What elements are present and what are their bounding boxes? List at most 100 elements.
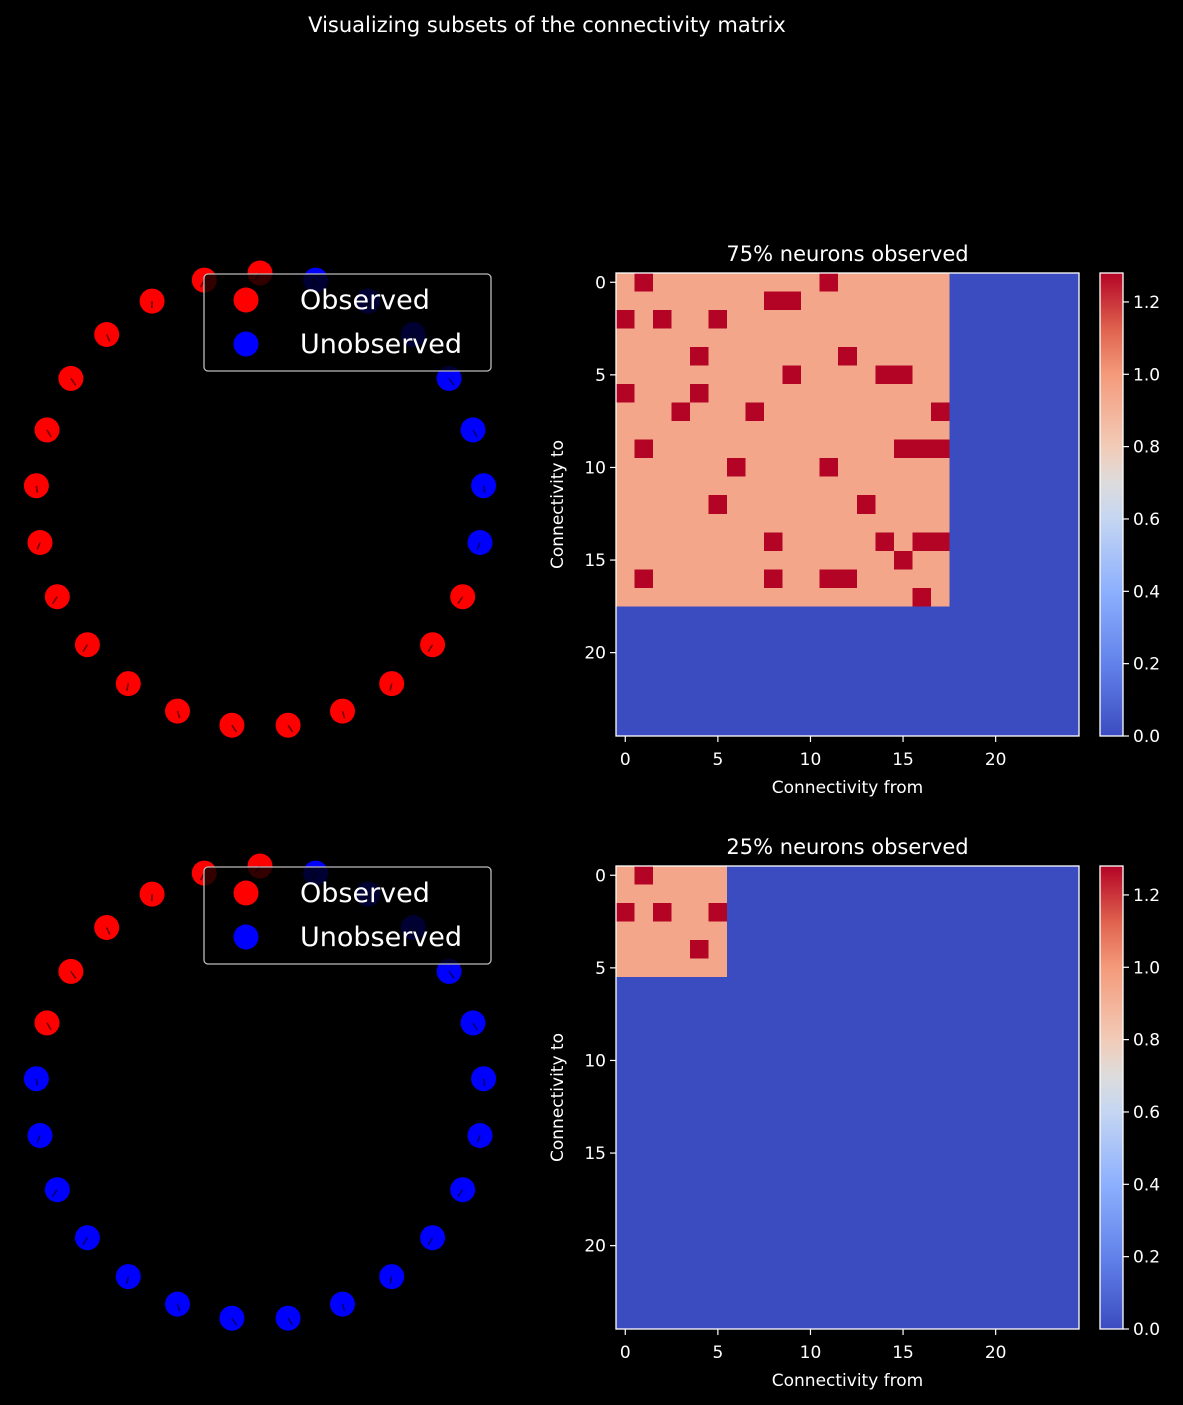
heatmap-cell (690, 310, 709, 329)
heatmap-cell (708, 495, 728, 515)
heatmap-cell (1004, 476, 1024, 496)
heatmap-cell (690, 1273, 709, 1293)
heatmap-cell (764, 402, 784, 422)
heatmap-cell (1041, 291, 1061, 311)
heatmap-cell (727, 476, 747, 496)
heatmap-cell (653, 402, 672, 422)
heatmap-cell (856, 606, 876, 626)
heatmap-cell (690, 532, 709, 552)
heatmap-cell (819, 921, 839, 941)
heatmap-cell (1060, 402, 1080, 422)
heatmap-cell (764, 291, 784, 311)
heatmap-cell (912, 1088, 932, 1108)
heatmap-cell (875, 884, 895, 904)
heatmap-cell (745, 1143, 765, 1163)
neuron-ring-plot: Observed Unobserved (23, 853, 497, 1331)
heatmap-cell (634, 1199, 654, 1219)
heatmap-cell (708, 958, 728, 978)
heatmap-cell (875, 532, 895, 552)
heatmap-cell (819, 458, 839, 478)
heatmap-cell (930, 866, 950, 885)
heatmap-cell (1004, 439, 1024, 459)
heatmap-cell (616, 1199, 635, 1219)
heatmap-cell (616, 606, 635, 626)
heatmap-cell (856, 384, 876, 404)
heatmap-cell (949, 717, 969, 737)
heatmap-cell (727, 273, 747, 292)
heatmap-cell (838, 884, 858, 904)
heatmap-cell (1023, 661, 1043, 681)
heatmap-cell (967, 402, 987, 422)
heatmap-cell (1004, 1291, 1024, 1311)
connection-edge (70, 377, 77, 386)
heatmap-cell (782, 1310, 802, 1330)
heatmap-cell (838, 606, 858, 626)
heatmap-cell (967, 661, 987, 681)
heatmap-cell (745, 1032, 765, 1052)
heatmap-cell (727, 569, 747, 589)
heatmap-cell (764, 958, 784, 978)
x-axis-label: Connectivity from (772, 1371, 924, 1391)
heatmap-cell (690, 365, 709, 385)
heatmap-cell (986, 421, 1006, 441)
heatmap-cell (671, 1162, 691, 1182)
heatmap-cell (801, 587, 821, 607)
heatmap-cell (634, 1291, 654, 1311)
heatmap-cell (690, 1254, 709, 1274)
heatmap-cell (801, 439, 821, 459)
heatmap-cell (634, 1162, 654, 1182)
heatmap-cell (634, 921, 654, 941)
heatmap-cell (745, 884, 765, 904)
heatmap-cell (634, 328, 654, 348)
heatmap-cell (949, 1236, 969, 1256)
heatmap-cell (634, 1088, 654, 1108)
heatmap-cell (782, 421, 802, 441)
heatmap-cell (930, 384, 950, 404)
heatmap-cell (838, 1291, 858, 1311)
heatmap-cell (838, 698, 858, 718)
heatmap-cell (930, 1273, 950, 1293)
heatmap-cell (1004, 698, 1024, 718)
heatmap-cell (745, 550, 765, 570)
heatmap-cell (930, 273, 950, 292)
heatmap-cell (708, 977, 728, 997)
heatmap-cell (986, 495, 1006, 515)
heatmap-cell (690, 977, 709, 997)
heatmap-cell (838, 958, 858, 978)
heatmap-cell (616, 1291, 635, 1311)
heatmap-cell (819, 1051, 839, 1071)
heatmap-cell (690, 903, 709, 922)
heatmap-cell (764, 866, 784, 885)
heatmap-cell (1060, 866, 1080, 885)
heatmap-cell (949, 1051, 969, 1071)
heatmap-cell (764, 1069, 784, 1089)
heatmap-cell (690, 550, 709, 570)
heatmap-cell (856, 495, 876, 515)
heatmap-cell (856, 365, 876, 385)
heatmap-cell (967, 1273, 987, 1293)
heatmap-cell (893, 273, 913, 292)
heatmap-cell (819, 1254, 839, 1274)
heatmap-cell (1023, 384, 1043, 404)
heatmap-cell (893, 661, 913, 681)
heatmap-cell (708, 550, 728, 570)
heatmap-cell (616, 1254, 635, 1274)
heatmap-cell (1041, 1088, 1061, 1108)
heatmap-cell (764, 717, 784, 737)
heatmap-cell (653, 1254, 672, 1274)
heatmap-cell (930, 643, 950, 663)
heatmap-cell (986, 365, 1006, 385)
heatmap-cell (801, 1125, 821, 1145)
heatmap-cell (634, 866, 654, 885)
heatmap-cell (986, 1291, 1006, 1311)
heatmap-cell (782, 532, 802, 552)
heatmap-cell (782, 1199, 802, 1219)
heatmap-cell (708, 940, 728, 959)
heatmap-cell (1023, 940, 1043, 959)
heatmap-cell (967, 940, 987, 959)
heatmap-cell (745, 439, 765, 459)
heatmap-cell (1060, 328, 1080, 348)
heatmap-cell (653, 1180, 672, 1200)
heatmap-cell (986, 661, 1006, 681)
heatmap-cell (819, 347, 839, 366)
